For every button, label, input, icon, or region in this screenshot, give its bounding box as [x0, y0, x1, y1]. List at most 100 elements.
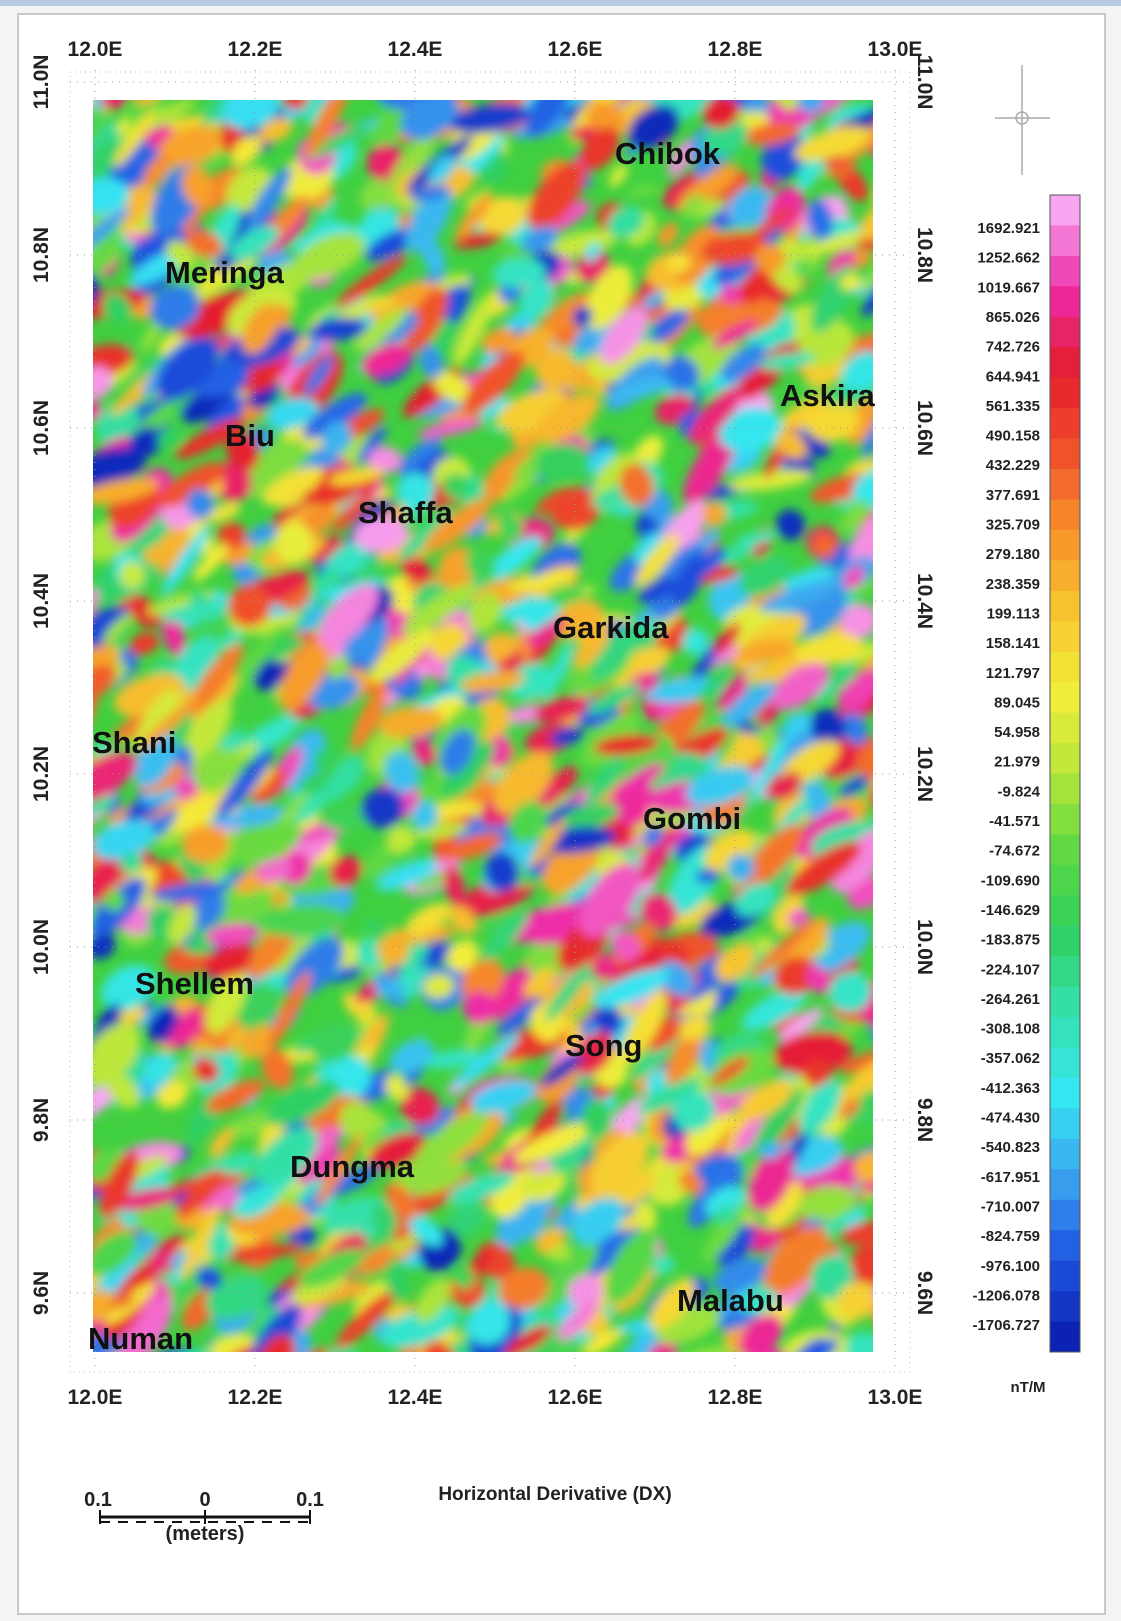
legend-swatch: [1050, 439, 1080, 470]
legend-label: 21.979: [994, 754, 1040, 771]
map-title: Horizontal Derivative (DX): [438, 1484, 671, 1505]
latitude-label: 10.8N: [913, 227, 936, 283]
longitude-label: 12.2E: [228, 1386, 283, 1409]
latitude-label: 9.8N: [30, 1098, 53, 1142]
scale-label: 0.1: [84, 1489, 112, 1511]
legend-swatch: [1050, 591, 1080, 622]
legend-unit: nT/M: [1011, 1379, 1046, 1396]
legend-swatch: [1050, 499, 1080, 530]
legend-label: 865.026: [986, 309, 1040, 326]
legend-label: -412.363: [981, 1080, 1040, 1097]
legend-label: -1706.727: [972, 1317, 1040, 1334]
longitude-label: 13.0E: [868, 1386, 923, 1409]
longitude-label: 12.0E: [68, 1386, 123, 1409]
longitude-label: 12.0E: [68, 38, 123, 61]
legend-swatch: [1050, 743, 1080, 774]
legend-swatch: [1050, 1291, 1080, 1322]
legend-swatch: [1050, 560, 1080, 591]
legend-swatch: [1050, 956, 1080, 987]
legend-label: -109.690: [981, 872, 1040, 889]
legend-label: 644.941: [986, 368, 1040, 385]
legend-swatch: [1050, 1169, 1080, 1200]
place-name: Meringa: [165, 255, 285, 290]
legend-label: 158.141: [986, 635, 1040, 652]
legend-swatch: [1050, 1200, 1080, 1231]
legend-swatch: [1050, 256, 1080, 287]
legend-label: 1252.662: [977, 250, 1040, 267]
legend-swatch: [1050, 1230, 1080, 1261]
scale-label: 0.1: [296, 1489, 324, 1511]
legend-swatch: [1050, 1261, 1080, 1292]
legend-label: -146.629: [981, 902, 1040, 919]
legend-label: 238.359: [986, 576, 1040, 593]
place-name: Song: [565, 1028, 643, 1063]
legend-label: -710.007: [981, 1198, 1040, 1215]
legend-swatch: [1050, 804, 1080, 835]
latitude-label: 9.6N: [30, 1271, 53, 1315]
legend-label: 1019.667: [977, 279, 1040, 296]
legend-label: 89.045: [994, 694, 1040, 711]
legend-swatch: [1050, 1139, 1080, 1170]
place-name: Askira: [780, 378, 876, 413]
legend-label: 742.726: [986, 339, 1040, 356]
place-name: Gombi: [643, 801, 741, 836]
legend-swatch: [1050, 347, 1080, 378]
legend-label: 54.958: [994, 724, 1040, 741]
latitude-label: 10.6N: [30, 400, 53, 456]
place-name: Shellem: [135, 966, 254, 1001]
legend-label: -308.108: [981, 1021, 1040, 1038]
legend-swatch: [1050, 1108, 1080, 1139]
legend-swatch: [1050, 621, 1080, 652]
latitude-label: 10.2N: [913, 746, 936, 802]
legend-label: -183.875: [981, 932, 1040, 949]
legend-swatch: [1050, 469, 1080, 500]
legend-label: -41.571: [989, 813, 1040, 830]
legend-label: -264.261: [981, 991, 1040, 1008]
place-name: Malabu: [677, 1283, 784, 1318]
longitude-label: 12.6E: [548, 38, 603, 61]
window-edge: [0, 0, 1121, 6]
latitude-label: 10.8N: [30, 227, 53, 283]
legend-swatch: [1050, 652, 1080, 683]
legend-swatch: [1050, 317, 1080, 348]
place-name: Shani: [92, 725, 176, 760]
latitude-label: 10.6N: [913, 400, 936, 456]
place-name: Biu: [225, 418, 275, 453]
legend-label: 1692.921: [977, 220, 1040, 237]
legend-swatch: [1050, 1017, 1080, 1048]
place-name: Chibok: [615, 136, 721, 171]
legend-label: -1206.078: [972, 1287, 1040, 1304]
latitude-label: 10.2N: [30, 746, 53, 802]
legend-swatch: [1050, 987, 1080, 1018]
legend-swatch: [1050, 774, 1080, 805]
legend-label: 490.158: [986, 428, 1040, 445]
latitude-label: 10.4N: [30, 573, 53, 629]
legend-label: 325.709: [986, 517, 1040, 534]
legend-swatch: [1050, 408, 1080, 439]
place-name: Numan: [88, 1321, 193, 1356]
legend-label: -976.100: [981, 1258, 1040, 1275]
longitude-label: 12.4E: [388, 38, 443, 61]
legend-label: -540.823: [981, 1139, 1040, 1156]
scale-unit: (meters): [166, 1523, 245, 1545]
legend-swatch: [1050, 195, 1080, 226]
latitude-label: 10.4N: [913, 573, 936, 629]
legend-label: -357.062: [981, 1050, 1040, 1067]
legend-swatch: [1050, 895, 1080, 926]
longitude-label: 12.8E: [708, 38, 763, 61]
legend-label: -474.430: [981, 1110, 1040, 1127]
latitude-label: 9.6N: [913, 1271, 936, 1315]
legend-swatch: [1050, 286, 1080, 317]
place-name: Garkida: [553, 610, 669, 645]
legend-label: 279.180: [986, 546, 1040, 563]
legend-label: -824.759: [981, 1228, 1040, 1245]
longitude-label: 12.6E: [548, 1386, 603, 1409]
latitude-label: 11.0N: [30, 55, 53, 110]
latitude-label: 10.0N: [913, 919, 936, 975]
legend-swatch: [1050, 378, 1080, 409]
legend-swatch: [1050, 865, 1080, 896]
place-name: Dungma: [290, 1149, 415, 1184]
legend-swatch: [1050, 834, 1080, 865]
longitude-label: 12.4E: [388, 1386, 443, 1409]
legend-label: -224.107: [981, 961, 1040, 978]
